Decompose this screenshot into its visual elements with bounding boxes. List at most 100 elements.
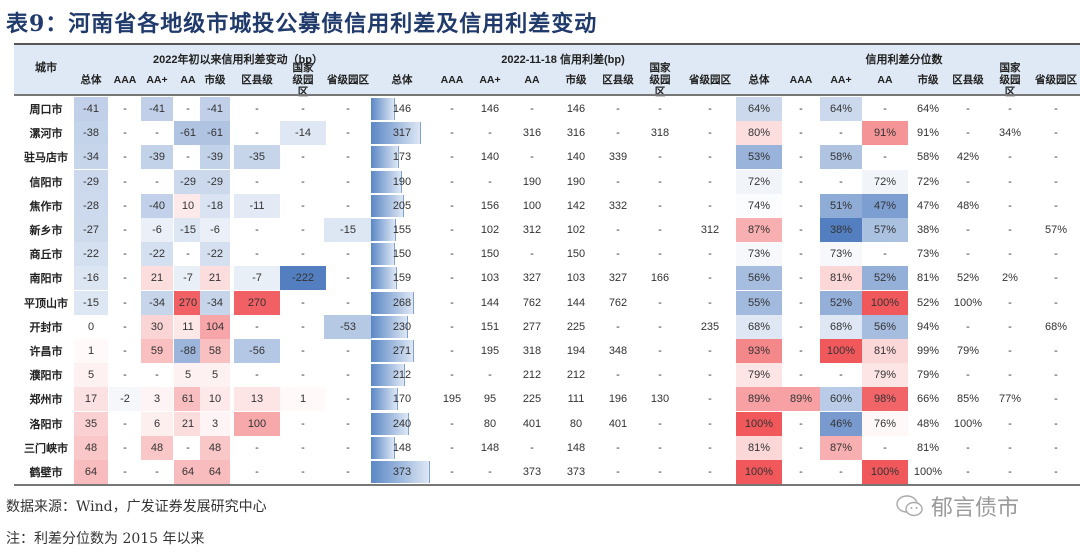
percentile-aaa: - bbox=[799, 248, 803, 261]
percentile-overall: 73% bbox=[736, 242, 782, 267]
spread-aa: 316 bbox=[522, 127, 542, 140]
spread-aa-plus: 146 bbox=[480, 103, 500, 115]
percentile-provincial-park: - bbox=[1054, 466, 1058, 478]
spread-aaa: - bbox=[450, 175, 454, 188]
percentile-provincial-park: - bbox=[1054, 248, 1058, 261]
spread-header-aaa: AAA bbox=[440, 74, 464, 86]
spread-national-park: - bbox=[658, 345, 662, 357]
percentile-county-level: 42% bbox=[956, 151, 980, 164]
percentile-national-park: - bbox=[1008, 248, 1012, 261]
spread-aa-plus: - bbox=[488, 127, 492, 140]
table-row: 南阳市 -16-21 -7 21 -7 -222-159-103 327 103 327 166-… bbox=[14, 266, 1080, 291]
change-aa: - bbox=[186, 441, 190, 454]
change-provincial-park: -53 bbox=[324, 314, 372, 339]
city-name: 焦作市 bbox=[29, 199, 63, 213]
spread-overall-value: 148 bbox=[392, 441, 412, 454]
table-row: 三门峡市 48-48-48- - -148-148-148- - -81% -87% -81%… bbox=[14, 435, 1080, 460]
change-provincial-park: - bbox=[346, 127, 350, 140]
change-provincial-park: - bbox=[346, 103, 350, 115]
spread-overall-value: 159 bbox=[392, 272, 412, 285]
data-bar bbox=[371, 146, 399, 169]
spread-aaa: - bbox=[450, 441, 454, 454]
change-aa: - bbox=[186, 248, 190, 261]
spread-city-level: 103 bbox=[566, 272, 586, 285]
change-overall: 0 bbox=[87, 320, 95, 333]
change-aaa: - bbox=[123, 199, 127, 212]
spread-overall: 170 bbox=[371, 387, 433, 411]
percentile-provincial-park: - bbox=[1054, 393, 1058, 406]
percentile-provincial-park: - bbox=[1054, 127, 1058, 140]
change-aa-plus: -6 bbox=[141, 218, 173, 242]
change-county-level: -35 bbox=[234, 145, 280, 170]
percentile-national-park: - bbox=[1008, 175, 1012, 188]
percentile-header-provincial-park: 省级园区 bbox=[1035, 74, 1077, 86]
city-name: 濮阳市 bbox=[29, 369, 63, 383]
spread-aa-plus: 150 bbox=[480, 248, 500, 261]
table-top-rule bbox=[14, 43, 1080, 45]
spread-national-park: - bbox=[658, 151, 662, 164]
percentile-header-aa-plus: AA+ bbox=[830, 74, 852, 86]
spread-county-level: - bbox=[616, 248, 620, 261]
percentile-aa: 100% bbox=[862, 290, 908, 315]
spread-overall: 373 bbox=[371, 460, 433, 484]
percentile-provincial-park: - bbox=[1054, 369, 1058, 382]
spread-aa: 401 bbox=[522, 417, 542, 430]
percentile-national-park: - bbox=[1008, 441, 1012, 454]
percentile-county-level: - bbox=[966, 466, 970, 478]
city-name: 郑州市 bbox=[29, 393, 63, 407]
table-row: 濮阳市 5- -5 5- - -212- -212 212- - -79% - -79% 79% - - - bbox=[14, 363, 1080, 388]
percentile-overall: 89% bbox=[736, 387, 782, 412]
percentile-aa: 79% bbox=[862, 363, 908, 388]
percentile-provincial-park: - bbox=[1054, 417, 1058, 430]
spread-overall-value: 240 bbox=[392, 417, 412, 430]
change-city-level: -61 bbox=[200, 121, 230, 146]
change-provincial-park: - bbox=[346, 466, 350, 478]
percentile-aa: 91% bbox=[862, 121, 908, 146]
header-rule bbox=[14, 94, 1080, 96]
spread-city-level: 142 bbox=[566, 199, 586, 212]
change-aa-plus: 6 bbox=[141, 411, 173, 436]
city-name: 许昌市 bbox=[29, 345, 63, 358]
change-provincial-park: - bbox=[346, 441, 350, 454]
city-name: 驻马店市 bbox=[24, 151, 68, 165]
change-aaa: - bbox=[123, 248, 127, 261]
spread-overall-value: 373 bbox=[392, 466, 412, 478]
change-national-park: - bbox=[301, 296, 305, 309]
change-aaa: - bbox=[123, 151, 127, 164]
spread-county-level: 196 bbox=[608, 393, 628, 406]
percentile-county-level: 100% bbox=[953, 296, 983, 309]
table-row: 新乡市 -27- -6 -15 -6- - -15 155-102 312 102- -312 87%… bbox=[14, 218, 1080, 242]
spread-aa: - bbox=[530, 248, 534, 261]
spread-overall-value: 230 bbox=[392, 320, 412, 333]
spread-overall-value: 150 bbox=[392, 248, 412, 261]
spread-city-level: 111 bbox=[567, 393, 585, 406]
change-national-park: 1 bbox=[280, 387, 326, 412]
percentile-national-park: - bbox=[1008, 417, 1012, 430]
spread-aaa: - bbox=[450, 224, 454, 236]
table-row: 漯河市 -38 - - -61 -61 - -14 - 317 - - 316 316 - 318 - 80% - -… bbox=[14, 121, 1080, 146]
data-bar bbox=[371, 170, 402, 193]
change-city-level: 104 bbox=[200, 314, 230, 339]
change-provincial-park: - bbox=[346, 369, 350, 382]
change-overall: 17 bbox=[74, 387, 108, 412]
percentile-aa-plus: 87% bbox=[820, 435, 862, 460]
percentile-provincial-park: - bbox=[1054, 296, 1058, 309]
city-name: 开封市 bbox=[29, 320, 63, 334]
change-overall: -27 bbox=[74, 218, 108, 242]
spread-provincial-park: - bbox=[708, 127, 712, 140]
city-name: 三门峡市 bbox=[24, 441, 68, 455]
change-national-park: -222 bbox=[280, 266, 326, 291]
change-provincial-park: -15 bbox=[324, 218, 372, 242]
change-aaa: -2 bbox=[109, 387, 141, 412]
percentile-national-park: - bbox=[1008, 224, 1012, 236]
change-aaa: - bbox=[123, 369, 127, 382]
percentile-county-level: 100% bbox=[953, 417, 983, 430]
spread-aaa: - bbox=[450, 417, 454, 430]
change-national-park: -14 bbox=[280, 121, 326, 146]
spread-county-level: 339 bbox=[608, 151, 628, 164]
change-overall: -16 bbox=[74, 266, 108, 291]
spread-aa: 318 bbox=[522, 345, 542, 357]
percentile-aa-plus: 46% bbox=[820, 411, 862, 436]
spread-overall-value: 205 bbox=[392, 199, 412, 212]
percentile-header-county-level: 区县级 bbox=[952, 74, 984, 86]
